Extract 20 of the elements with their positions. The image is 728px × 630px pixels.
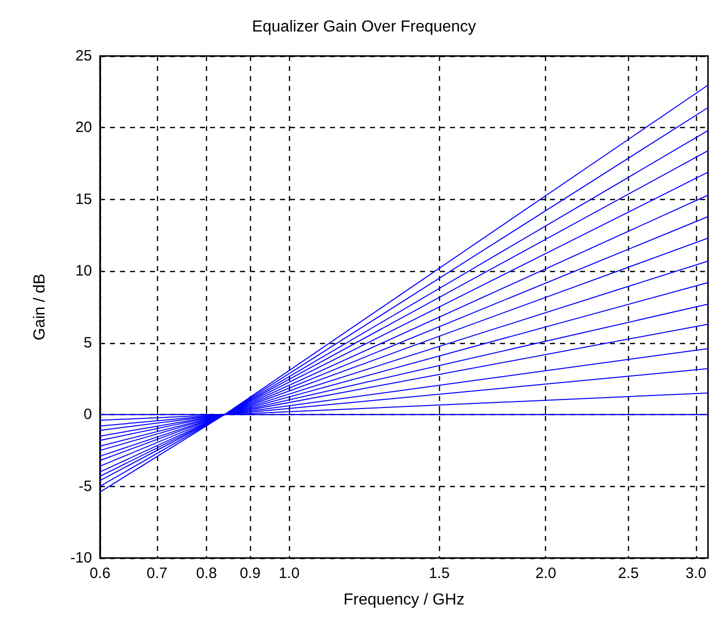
x-tick-label: 0.9 xyxy=(240,565,261,582)
y-tick-label: 0 xyxy=(84,406,92,424)
x-tick-label: 0.7 xyxy=(146,565,168,582)
x-tick-label: 1.5 xyxy=(428,565,450,582)
y-tick-label: 25 xyxy=(75,48,92,64)
x-tick-label: 2.0 xyxy=(535,565,556,582)
x-tick-label: 1.0 xyxy=(278,565,300,582)
y-tick-label: 15 xyxy=(75,190,92,208)
x-tick-label: 2.5 xyxy=(618,565,639,582)
x-tick-label: 3.0 xyxy=(685,565,706,582)
y-axis-title: Gain / dB xyxy=(32,274,48,340)
x-axis-title: Frequency / GHz xyxy=(344,592,464,608)
y-tick-label: 10 xyxy=(75,262,92,280)
y-tick-label: 5 xyxy=(84,334,92,352)
chart-title: Equalizer Gain Over Frequency xyxy=(252,18,476,36)
y-tick-label: 20 xyxy=(75,119,92,136)
y-tick-label: -10 xyxy=(70,550,92,566)
y-tick-label: -5 xyxy=(78,478,92,495)
x-tick-label: 0.8 xyxy=(196,565,217,582)
x-tick-label: 0.6 xyxy=(90,565,110,582)
